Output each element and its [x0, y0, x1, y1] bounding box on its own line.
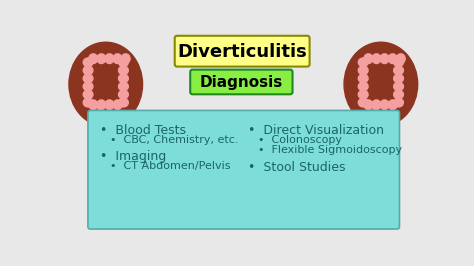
Ellipse shape [89, 100, 98, 110]
Text: Diagnosis: Diagnosis [200, 75, 283, 90]
Text: •  Stool Studies: • Stool Studies [248, 161, 346, 174]
Ellipse shape [358, 66, 368, 75]
Ellipse shape [364, 54, 373, 64]
Ellipse shape [364, 100, 373, 110]
Ellipse shape [388, 100, 397, 110]
Text: Diverticulitis: Diverticulitis [177, 43, 307, 61]
Text: •  Flexible Sigmoidoscopy: • Flexible Sigmoidoscopy [258, 145, 402, 155]
Ellipse shape [97, 54, 106, 64]
Ellipse shape [118, 74, 128, 83]
Ellipse shape [89, 54, 98, 64]
Ellipse shape [83, 82, 93, 91]
Ellipse shape [372, 54, 381, 64]
Ellipse shape [113, 100, 122, 110]
Ellipse shape [344, 42, 418, 126]
Ellipse shape [118, 98, 128, 107]
Ellipse shape [94, 118, 101, 124]
FancyBboxPatch shape [88, 110, 400, 229]
Ellipse shape [113, 54, 122, 64]
Ellipse shape [394, 66, 403, 75]
FancyBboxPatch shape [175, 36, 310, 66]
Ellipse shape [96, 109, 103, 122]
Ellipse shape [69, 42, 143, 126]
Ellipse shape [358, 74, 368, 83]
Ellipse shape [394, 58, 403, 67]
Ellipse shape [358, 82, 368, 91]
Ellipse shape [118, 82, 128, 91]
Ellipse shape [394, 98, 403, 107]
Text: •  Blood Tests: • Blood Tests [100, 124, 185, 137]
Text: •  CBC, Chemistry, etc.: • CBC, Chemistry, etc. [109, 135, 238, 145]
Ellipse shape [97, 100, 106, 110]
Ellipse shape [372, 100, 381, 110]
Ellipse shape [388, 54, 397, 64]
Ellipse shape [118, 66, 128, 75]
FancyBboxPatch shape [190, 70, 292, 94]
Ellipse shape [369, 118, 376, 124]
Ellipse shape [105, 54, 114, 64]
Ellipse shape [394, 90, 403, 99]
Ellipse shape [394, 74, 403, 83]
Ellipse shape [83, 98, 93, 107]
Ellipse shape [105, 100, 114, 110]
Ellipse shape [380, 100, 389, 110]
Text: •  CT Abdomen/Pelvis: • CT Abdomen/Pelvis [109, 161, 230, 171]
Ellipse shape [396, 54, 405, 64]
Ellipse shape [121, 54, 130, 64]
Ellipse shape [358, 98, 368, 107]
Ellipse shape [83, 66, 93, 75]
Text: •  Colonoscopy: • Colonoscopy [258, 135, 342, 145]
Ellipse shape [380, 54, 389, 64]
Text: •  Imaging: • Imaging [100, 150, 166, 163]
Ellipse shape [118, 90, 128, 99]
Ellipse shape [371, 109, 379, 122]
Ellipse shape [358, 58, 368, 67]
Text: •  Direct Visualization: • Direct Visualization [248, 124, 384, 137]
Ellipse shape [118, 58, 128, 67]
Ellipse shape [358, 90, 368, 99]
Ellipse shape [83, 90, 93, 99]
Ellipse shape [394, 82, 403, 91]
Ellipse shape [83, 58, 93, 67]
Ellipse shape [83, 74, 93, 83]
